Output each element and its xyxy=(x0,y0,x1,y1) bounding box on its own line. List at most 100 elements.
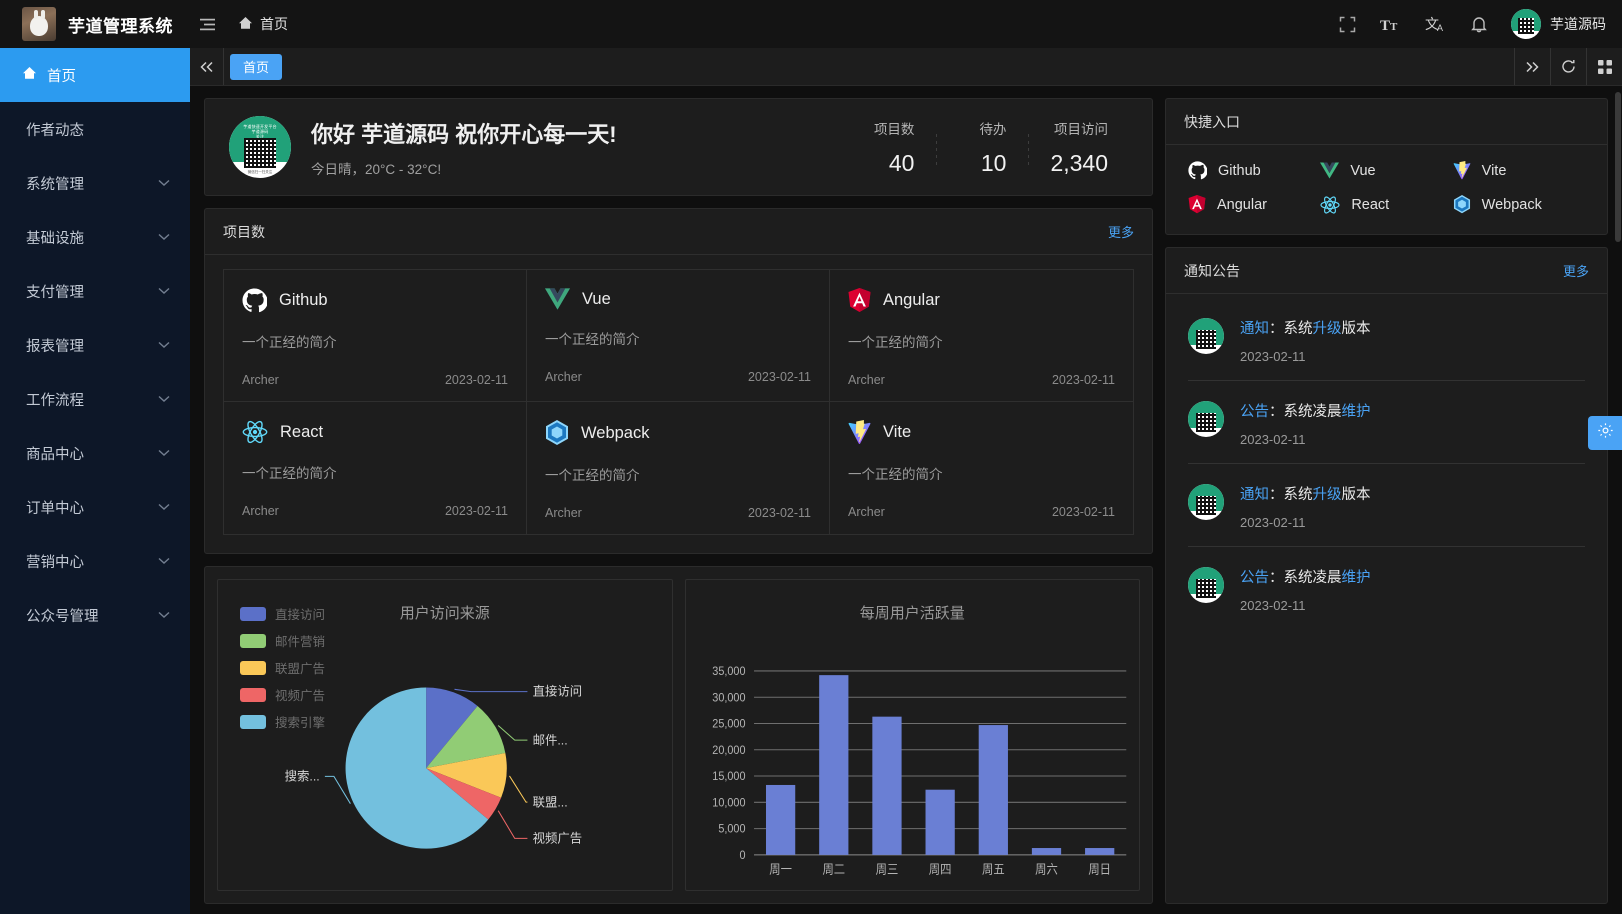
quick-entry-grid: Github Vue xyxy=(1166,145,1607,234)
project-footer: Archer 2023-02-11 xyxy=(848,373,1115,387)
project-card-github[interactable]: Github 一个正经的简介 Archer 2023-02-11 xyxy=(224,270,527,402)
projects-more-link[interactable]: 更多 xyxy=(1107,225,1134,240)
bar[interactable] xyxy=(765,784,795,855)
legend-item[interactable]: 联盟广告 xyxy=(240,658,325,677)
vite-icon xyxy=(1453,161,1471,180)
tab-bar: 首页 xyxy=(190,48,1622,86)
project-name-row: Github xyxy=(242,288,508,313)
legend-item[interactable]: 邮件营销 xyxy=(240,631,325,650)
list-item[interactable]: 公告：系统凌晨维护 2023-02-11 xyxy=(1188,381,1585,464)
topbar-actions: T T 文 A 芋道源码 xyxy=(1325,0,1622,48)
project-card-react[interactable]: React 一个正经的简介 Archer 2023-02-11 xyxy=(224,402,527,534)
sidebar-item-workflow[interactable]: 工作流程 xyxy=(0,372,190,426)
list-item[interactable]: 公告：系统凌晨维护 2023-02-11 xyxy=(1188,547,1585,629)
user-menu[interactable]: 芋道源码 xyxy=(1501,9,1606,39)
bar[interactable] xyxy=(818,675,848,855)
double-chevron-right-icon[interactable] xyxy=(1514,48,1550,85)
project-card-webpack[interactable]: Webpack 一个正经的简介 Archer 2023-02-11 xyxy=(527,402,830,534)
grid-icon[interactable] xyxy=(1586,48,1622,85)
pie-slice[interactable] xyxy=(426,687,478,769)
bar[interactable] xyxy=(978,725,1008,855)
sidebar-item-label: 工作流程 xyxy=(26,392,84,409)
double-chevron-left-icon[interactable] xyxy=(190,48,224,85)
translate-icon[interactable]: 文 A xyxy=(1413,0,1457,48)
webpack-icon xyxy=(1453,195,1471,214)
legend-item[interactable]: 搜索引擎 xyxy=(240,712,325,731)
legend-item[interactable]: 视频广告 xyxy=(240,685,325,704)
bell-icon[interactable] xyxy=(1457,0,1501,48)
font-size-icon[interactable]: T T xyxy=(1369,0,1413,48)
quick-item-react[interactable]: React xyxy=(1320,195,1452,214)
project-desc: 一个正经的简介 xyxy=(242,466,337,481)
notice-highlight: 维护 xyxy=(1341,570,1371,586)
tab-home[interactable]: 首页 xyxy=(230,53,283,80)
notices-card: 通知公告 更多 通知：系统升级版本 2023-02-11 xyxy=(1165,247,1608,904)
project-footer: Archer 2023-02-11 xyxy=(242,504,508,518)
notice-suffix: 版本 xyxy=(1341,321,1371,337)
brand[interactable]: 芋道管理系统 xyxy=(0,7,190,41)
pie-legend: 直接访问 邮件营销 联盟广告 xyxy=(240,604,325,739)
sidebar-item-label: 作者动态 xyxy=(26,122,84,139)
projects-title: 项目数 xyxy=(223,223,265,240)
sidebar-item-infrastructure[interactable]: 基础设施 xyxy=(0,210,190,264)
sidebar-item-official-account[interactable]: 公众号管理 xyxy=(0,588,190,642)
sidebar-item-report-management[interactable]: 报表管理 xyxy=(0,318,190,372)
notice-title[interactable]: 公告：系统凌晨维护 xyxy=(1240,400,1371,421)
sidebar-item-label: 订单中心 xyxy=(26,500,84,517)
project-author: Archer xyxy=(545,506,582,520)
pie-slice[interactable] xyxy=(426,705,506,769)
x-axis-tick: 周六 xyxy=(1035,862,1058,877)
sidebar-item-order-center[interactable]: 订单中心 xyxy=(0,480,190,534)
refresh-icon[interactable] xyxy=(1550,48,1586,85)
list-item[interactable]: 通知：系统升级版本 2023-02-11 xyxy=(1188,464,1585,547)
stat-value: 40 xyxy=(888,149,915,176)
pie-chart-title: 用户访问来源 xyxy=(399,605,490,622)
bar[interactable] xyxy=(925,789,955,855)
bar[interactable] xyxy=(1084,848,1114,855)
project-card-vite[interactable]: Vite 一个正经的简介 Archer 2023-02-11 xyxy=(830,402,1133,534)
bar-chart-svg[interactable]: 0 5,000 10,000 15,000 20,000 25,000 30,000 35,0… xyxy=(686,580,1140,890)
notice-title[interactable]: 通知：系统升级版本 xyxy=(1240,317,1371,338)
vite-icon xyxy=(848,420,871,445)
project-name-row: Vue xyxy=(545,288,811,310)
chevron-down-icon xyxy=(158,395,170,403)
notice-highlight: 升级 xyxy=(1312,487,1342,503)
pie-slice[interactable] xyxy=(426,768,502,820)
fullscreen-icon[interactable] xyxy=(1325,0,1369,48)
sidebar-item-payment-management[interactable]: 支付管理 xyxy=(0,264,190,318)
quick-item-vite[interactable]: Vite xyxy=(1453,161,1585,180)
pie-chart-svg[interactable]: 直接访问邮件...联盟...视频广告搜索... xyxy=(218,580,672,890)
sidebar-item-home[interactable]: 首页 xyxy=(0,48,190,102)
quick-item-angular[interactable]: Angular xyxy=(1188,195,1320,214)
notice-sep: ：系统凌晨 xyxy=(1269,404,1342,420)
sidebar-item-system-management[interactable]: 系统管理 xyxy=(0,156,190,210)
pie-slice[interactable] xyxy=(426,752,507,798)
page-scrollbar[interactable] xyxy=(1615,92,1621,242)
bar[interactable] xyxy=(871,716,902,855)
welcome-stats: 项目数 40 待办 10 项目访问 2,340 xyxy=(844,118,1130,177)
quick-item-github[interactable]: Github xyxy=(1188,161,1320,180)
project-date: 2023-02-11 xyxy=(444,373,508,387)
sidebar-item-author-news[interactable]: 作者动态 xyxy=(0,102,190,156)
sidebar-item-product-center[interactable]: 商品中心 xyxy=(0,426,190,480)
hamburger-icon[interactable] xyxy=(190,0,224,48)
notices-more-link[interactable]: 更多 xyxy=(1562,264,1589,279)
list-item[interactable]: 通知：系统升级版本 2023-02-11 xyxy=(1188,298,1585,381)
notice-title[interactable]: 通知：系统升级版本 xyxy=(1240,483,1371,504)
y-axis-tick: 35,000 xyxy=(712,666,745,679)
project-desc: 一个正经的简介 xyxy=(545,332,640,347)
project-card-angular[interactable]: Angular 一个正经的简介 Archer 2023-02-11 xyxy=(830,270,1133,402)
notice-date: 2023-02-11 xyxy=(1240,349,1306,364)
project-card-vue[interactable]: Vue 一个正经的简介 Archer 2023-02-11 xyxy=(527,270,830,402)
quick-item-vue[interactable]: Vue xyxy=(1320,161,1452,180)
breadcrumb-home[interactable]: 首页 xyxy=(238,14,288,34)
notice-title[interactable]: 公告：系统凌晨维护 xyxy=(1240,566,1371,587)
quick-item-webpack[interactable]: Webpack xyxy=(1453,195,1585,214)
sidebar-item-marketing-center[interactable]: 营销中心 xyxy=(0,534,190,588)
project-name-row: Vite xyxy=(848,420,1115,445)
pie-slice[interactable] xyxy=(345,687,489,849)
legend-item[interactable]: 直接访问 xyxy=(240,604,325,623)
bar[interactable] xyxy=(1031,848,1061,855)
settings-fab-button[interactable] xyxy=(1588,416,1622,450)
